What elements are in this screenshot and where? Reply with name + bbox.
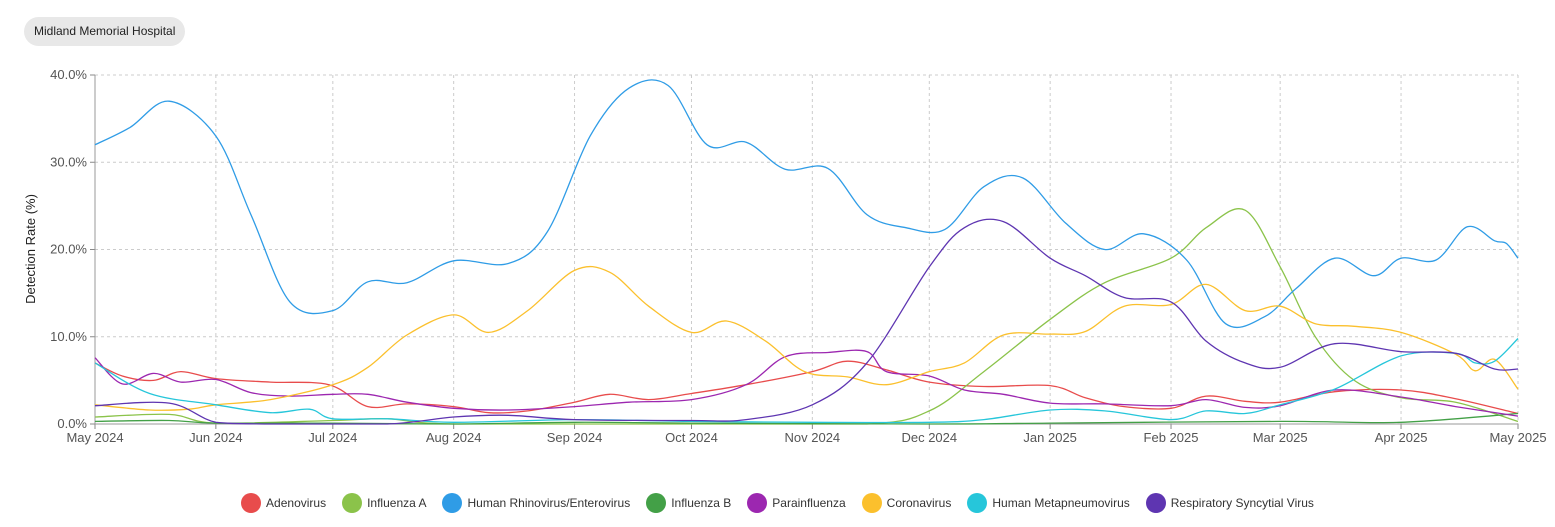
legend-item-parainfluenza[interactable]: Parainfluenza [747, 493, 846, 513]
grid [94, 74, 1519, 425]
x-tick-label: Oct 2024 [665, 430, 718, 445]
axes: May 2024 Jun 2024 Jul 2024 Aug 2024 Sep 2024… [50, 67, 1546, 445]
series-line-respiratory-syncytial-virus [94, 218, 1519, 425]
y-axis-label: Detection Rate (%) [23, 194, 38, 304]
legend-item-adenovirus[interactable]: Adenovirus [241, 493, 326, 513]
legend-label: Influenza B [671, 496, 732, 510]
legend-item-human-metapneumovirus[interactable]: Human Metapneumovirus [967, 493, 1130, 513]
legend-item-coronavirus[interactable]: Coronavirus [861, 493, 952, 513]
x-tick-label: Aug 2024 [426, 430, 482, 445]
legend-label: Respiratory Syncytial Virus [1170, 496, 1314, 510]
legend-swatch [241, 493, 262, 513]
series-line-human-rhinovirus-enterovirus [94, 79, 1519, 329]
x-tick-label: May 2024 [66, 430, 123, 445]
legend-item-respiratory-syncytial-virus[interactable]: Respiratory Syncytial Virus [1145, 493, 1314, 513]
x-tick-label: Jul 2024 [308, 430, 357, 445]
x-tick-label: Apr 2025 [1375, 430, 1428, 445]
legend-label: Human Metapneumovirus [992, 496, 1130, 510]
series-line-adenovirus [94, 360, 1519, 415]
legend-label: Adenovirus [266, 496, 327, 510]
y-tick-label: 30.0% [50, 154, 87, 169]
x-tick-label: Sep 2024 [547, 430, 603, 445]
legend-swatch [1145, 493, 1166, 513]
x-tick-label: Jan 2025 [1023, 430, 1077, 445]
series-line-coronavirus [94, 265, 1519, 411]
x-tick-label: Jun 2024 [189, 430, 243, 445]
legend-item-influenza-b[interactable]: Influenza B [646, 493, 731, 513]
legend-item-influenza-a[interactable]: Influenza A [342, 493, 426, 513]
legend-swatch [646, 493, 667, 513]
legend-swatch [442, 493, 463, 513]
x-tick-label: Mar 2025 [1253, 430, 1308, 445]
x-tick-label: Dec 2024 [901, 430, 957, 445]
legend-label: Human Rhinovirus/Enterovirus [467, 496, 631, 510]
legend-label: Coronavirus [886, 496, 952, 510]
x-tick-label: May 2025 [1489, 430, 1546, 445]
x-tick-label: Nov 2024 [785, 430, 841, 445]
y-tick-label: 20.0% [50, 242, 87, 257]
y-tick-label: 10.0% [50, 329, 87, 344]
legend-swatch [967, 493, 988, 513]
legend-label: Parainfluenza [772, 496, 846, 510]
series-lines [94, 79, 1519, 425]
legend: Adenovirus Influenza A Human Rhinovirus/En… [0, 491, 1555, 515]
legend-swatch [861, 493, 882, 513]
legend-swatch [747, 493, 768, 513]
facility-chip[interactable]: Midland Memorial Hospital [24, 17, 186, 46]
legend-item-human-rhinovirus-enterovirus[interactable]: Human Rhinovirus/Enterovirus [442, 493, 630, 513]
line-chart: May 2024 Jun 2024 Jul 2024 Aug 2024 Sep 2024… [23, 67, 1547, 445]
series-line-human-metapneumovirus [94, 338, 1519, 424]
legend-swatch [342, 493, 363, 513]
y-tick-label: 0.0% [57, 416, 87, 431]
x-tick-label: Feb 2025 [1144, 430, 1199, 445]
y-tick-label: 40.0% [50, 67, 87, 82]
legend-label: Influenza A [367, 496, 427, 510]
